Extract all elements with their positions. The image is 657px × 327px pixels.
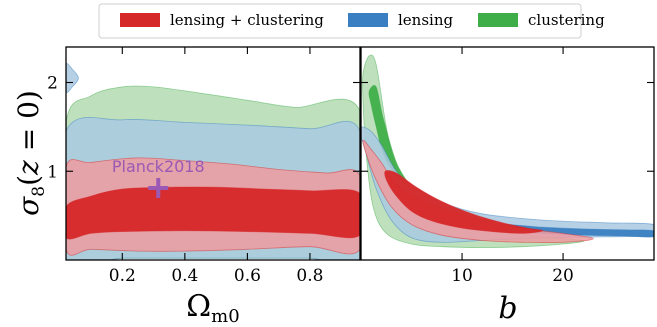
y-axis-title-z: z	[12, 160, 45, 176]
left-ticks: 0.2 0.4 0.6 0.8 1 2	[47, 47, 360, 286]
left-axes-frame	[65, 46, 361, 261]
legend-swatch-lensing-clustering	[120, 13, 160, 27]
left-x-tick-label-1: 0.4	[171, 266, 198, 286]
right-contour-lensing-clustering-68	[384, 170, 544, 234]
right-contours	[361, 54, 654, 249]
legend-label-lensing-clustering: lensing + clustering	[170, 11, 324, 29]
x-axis-title-omega-main: Ω	[186, 289, 211, 324]
right-panel: 10 20	[360, 46, 655, 286]
y-axis-title-group: σ8(z = 0)	[12, 90, 49, 216]
left-x-tick-label-2: 0.6	[234, 266, 261, 286]
right-x-tick-label-0: 10	[451, 266, 473, 286]
left-y-tick-label-1: 2	[47, 74, 58, 94]
right-x-tick-label-1: 20	[552, 266, 574, 286]
legend-swatch-lensing	[348, 13, 388, 27]
left-contours	[66, 63, 360, 260]
y-axis-title-arg: (	[12, 175, 45, 186]
right-axes-frame	[360, 46, 655, 261]
left-annotations: Planck2018	[112, 157, 205, 199]
left-contour-lensing-clustering-68	[66, 186, 360, 240]
left-x-tick-label-3: 0.8	[296, 266, 323, 286]
legend-swatch-clustering	[478, 13, 518, 27]
planck2018-label: Planck2018	[112, 157, 205, 176]
legend: lensing + clustering lensing clustering	[98, 3, 605, 39]
y-axis-title-sub: 8	[29, 186, 49, 197]
x-axis-title-omega-sub: m0	[211, 306, 240, 327]
y-axis-title-sigma: σ	[12, 196, 45, 216]
y-axis-title-eq: = 0)	[12, 90, 45, 160]
left-contour-lensing-edge	[66, 63, 79, 93]
legend-label-clustering: clustering	[528, 11, 605, 29]
right-ticks: 10 20	[361, 47, 654, 286]
x-axis-title-b: b	[498, 291, 517, 326]
left-panel: 0.2 0.4 0.6 0.8 1 2 Planck2018	[47, 46, 361, 286]
legend-label-lensing: lensing	[398, 11, 453, 29]
y-axis-title: σ8(z = 0)	[12, 90, 49, 216]
left-y-tick-label-0: 1	[47, 162, 58, 182]
x-axis-title-omega: Ωm0	[186, 289, 239, 327]
legend-frame	[98, 3, 582, 39]
left-x-tick-label-0: 0.2	[109, 266, 136, 286]
